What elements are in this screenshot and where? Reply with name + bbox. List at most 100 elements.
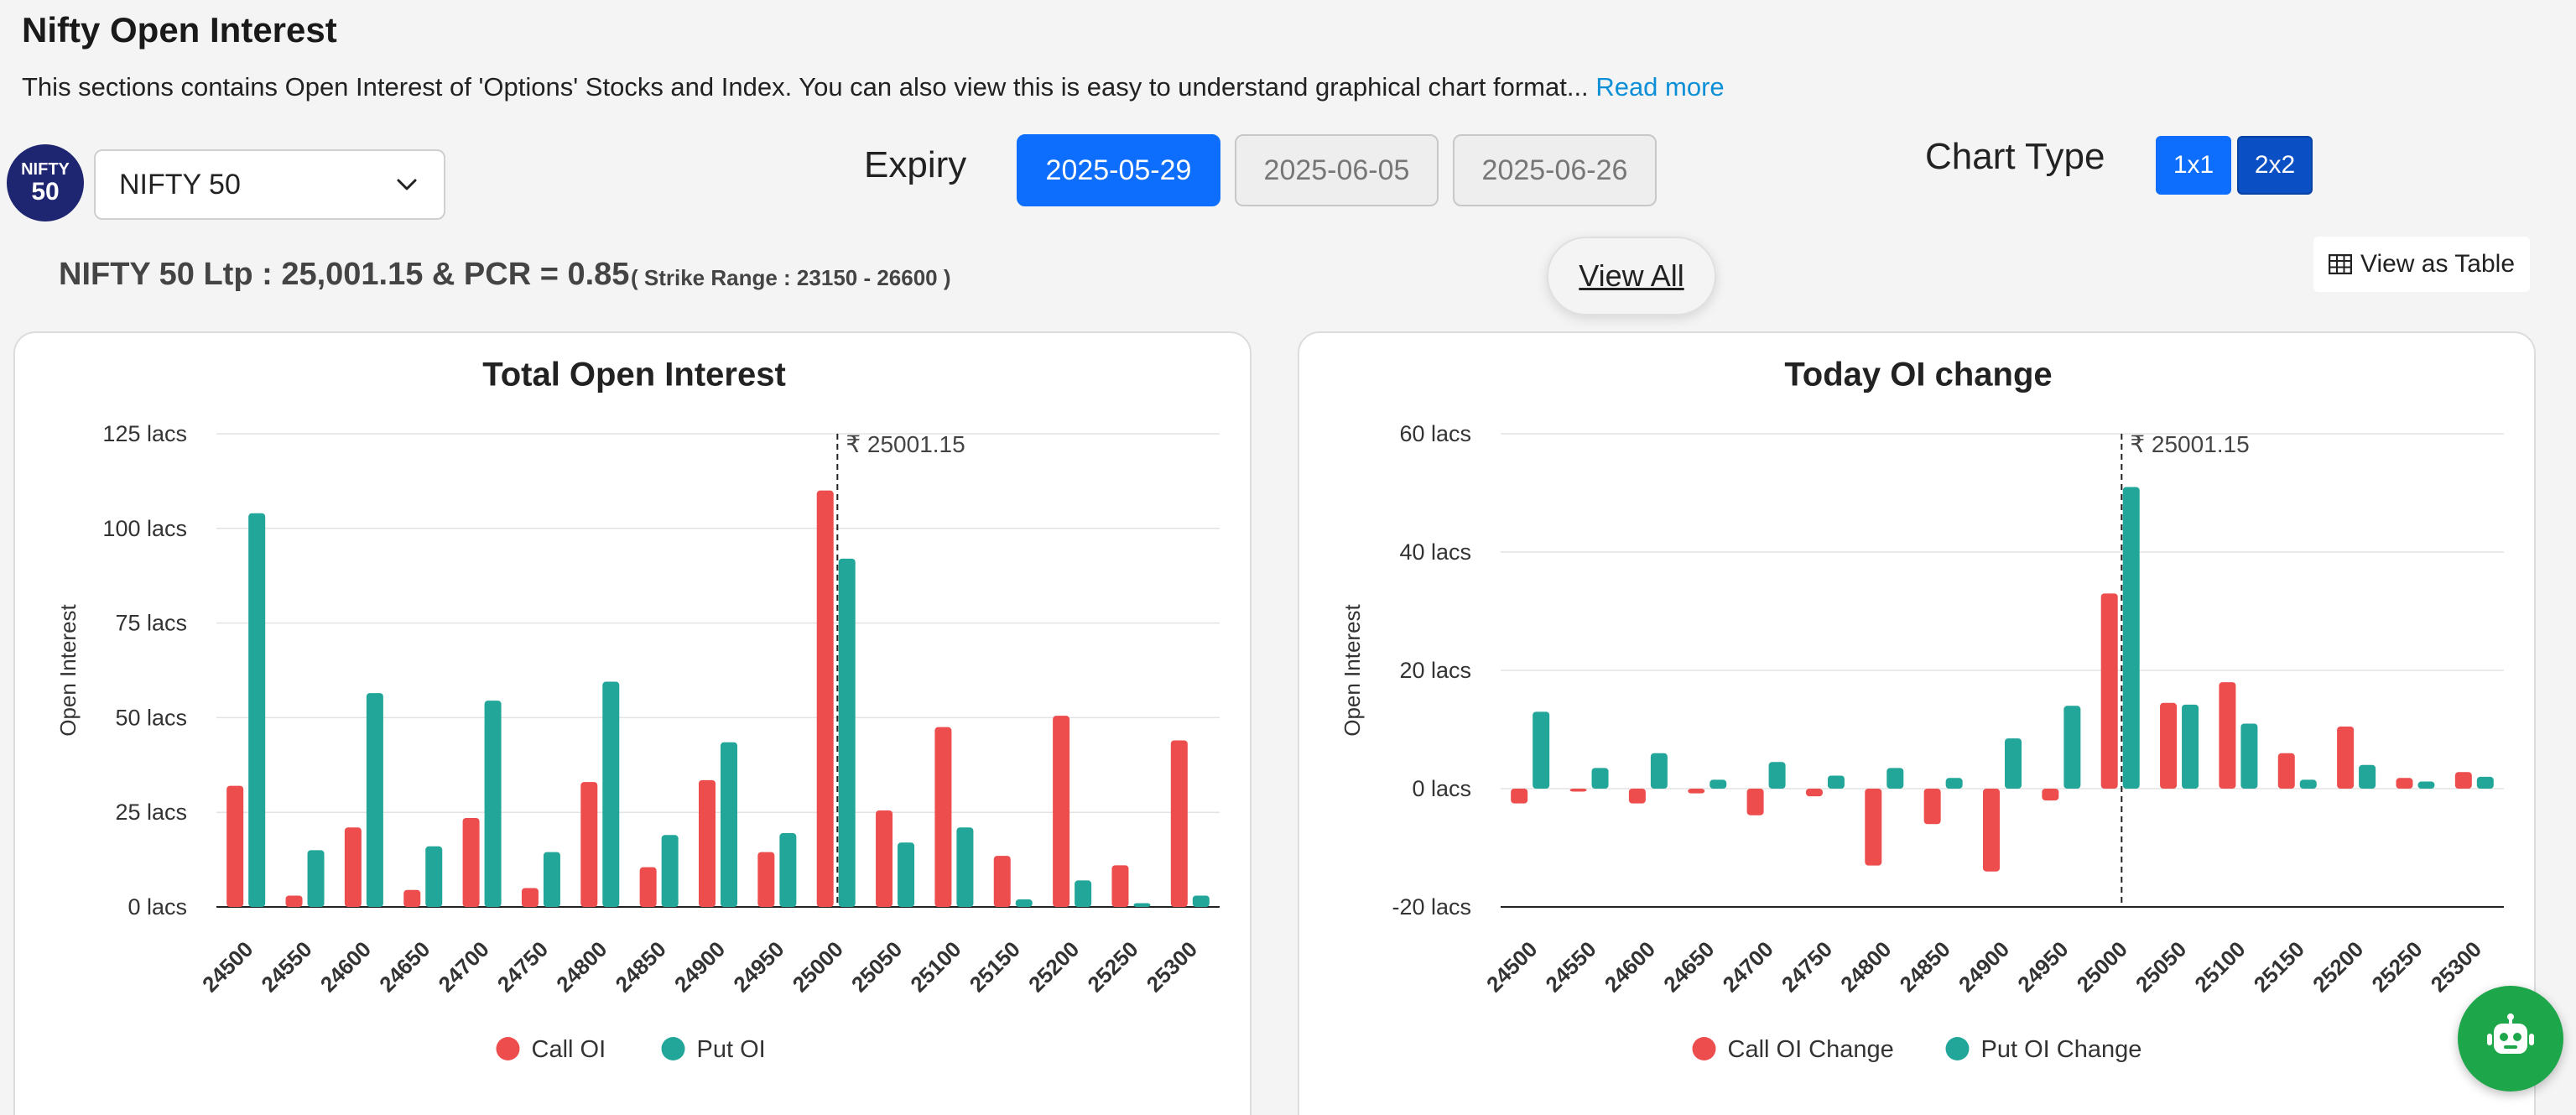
expiry-button-1[interactable]: 2025-05-29: [1017, 134, 1220, 206]
chevron-down-icon: [397, 179, 417, 190]
expiry-button-2[interactable]: 2025-06-05: [1235, 134, 1439, 206]
bar-call: [403, 889, 421, 907]
y-tick-label: 100 lacs: [102, 516, 187, 541]
bar-call: [1053, 716, 1070, 907]
bar-call: [876, 810, 893, 907]
bar-put: [2417, 781, 2435, 789]
bar-put: [1533, 711, 1550, 789]
x-tick-label: 25000: [2072, 936, 2132, 997]
bar-put: [484, 701, 502, 907]
x-tick-label: 24950: [2012, 936, 2073, 997]
bar-put: [2359, 764, 2376, 789]
expiry-label: Expiry: [864, 144, 967, 185]
bar-put: [838, 558, 856, 907]
x-tick-label: 25250: [1082, 936, 1142, 997]
x-tick-label: 24750: [492, 936, 553, 997]
oi-change-chart: Today OI change Open Interest -20 lacs 0 la…: [1340, 357, 2504, 1063]
bar-put: [1591, 768, 1609, 789]
bar-put: [1886, 768, 1904, 789]
bar-call: [1111, 865, 1129, 907]
symbol-select[interactable]: NIFTY 50: [94, 149, 445, 220]
x-tick-label: 25100: [2189, 936, 2250, 997]
x-tick-label: 24950: [728, 936, 788, 997]
total-oi-chart: Total Open Interest Open Interest 0 lacs 25…: [55, 357, 1220, 1063]
chart-type-label: Chart Type: [1925, 136, 2105, 177]
chatbot-button[interactable]: [2458, 986, 2563, 1092]
ltp-marker-label: ₹ 25001.15: [2130, 431, 2249, 457]
bar-call: [2100, 593, 2118, 789]
description-text: This sections contains Open Interest of …: [22, 72, 1589, 102]
legend-marker: [496, 1037, 520, 1060]
legend-label: Call OI Change: [1728, 1036, 1894, 1063]
bar-call: [2337, 726, 2355, 789]
bar-put: [2299, 779, 2317, 789]
bar-put: [721, 742, 737, 907]
bar-put: [661, 835, 679, 907]
bar-call: [2160, 702, 2178, 789]
y-tick-label: 0 lacs: [127, 894, 187, 920]
bar-put: [2476, 776, 2494, 789]
robot-icon: [2487, 1013, 2534, 1054]
ltp-pcr-summary: NIFTY 50 Ltp : 25,001.15 & PCR = 0.85: [59, 257, 630, 292]
y-tick-label: 0 lacs: [1412, 776, 1471, 801]
bar-call: [1628, 789, 1646, 804]
bar-call: [639, 867, 657, 907]
x-tick-label: 25300: [2426, 936, 2486, 997]
bar-call: [2396, 778, 2413, 789]
x-tick-label: 25250: [2366, 936, 2427, 997]
bar-put: [2005, 738, 2022, 789]
legend-label: Put OI: [697, 1036, 766, 1063]
x-tick-label: 24850: [611, 936, 671, 997]
legend-label: Call OI: [532, 1036, 606, 1063]
x-tick-label: 24600: [1600, 936, 1660, 997]
bar-call: [2219, 682, 2236, 789]
x-tick-label: 24650: [1658, 936, 1719, 997]
legend-marker: [1692, 1037, 1716, 1060]
bar-call: [816, 490, 834, 907]
expiry-button-3[interactable]: 2025-06-26: [1453, 134, 1657, 206]
bar-put: [1827, 775, 1845, 789]
ltp-marker-label: ₹ 25001.15: [846, 431, 965, 457]
bar-call: [226, 785, 244, 907]
bar-call: [1746, 789, 1764, 815]
bar-call: [934, 727, 952, 907]
x-tick-label: 25100: [905, 936, 965, 997]
total-oi-chart-card: Total Open Interest Open Interest 0 lacs 25…: [13, 331, 1252, 1115]
bar-put: [2240, 723, 2258, 789]
bar-call: [1983, 789, 2000, 872]
bar-put: [898, 842, 915, 907]
x-tick-label: 25050: [846, 936, 907, 997]
bar-call: [1511, 789, 1528, 804]
bar-put: [2122, 487, 2140, 789]
bar-put: [307, 850, 325, 907]
chart-title: Total Open Interest: [482, 357, 786, 393]
bar-put: [2182, 704, 2199, 789]
bar-call: [1805, 789, 1823, 797]
bar-put: [1075, 880, 1092, 907]
x-tick-label: 24500: [1481, 936, 1542, 997]
bar-call: [1170, 740, 1188, 907]
bar-call: [2454, 772, 2472, 789]
read-more-link[interactable]: Read more: [1595, 72, 1725, 102]
bar-put: [425, 846, 443, 907]
page-description: This sections contains Open Interest of …: [22, 72, 1725, 102]
nifty-50-logo: NIFTY 50: [7, 144, 84, 221]
bar-call: [1923, 789, 1941, 825]
legend-marker: [661, 1037, 685, 1060]
x-tick-label: 24650: [374, 936, 435, 997]
y-axis-label: Open Interest: [55, 603, 81, 736]
x-tick-label: 24550: [256, 936, 316, 997]
bar-put: [366, 693, 383, 907]
table-icon: [2328, 254, 2352, 274]
view-all-button[interactable]: View All: [1547, 237, 1716, 315]
view-as-table-button[interactable]: View as Table: [2313, 237, 2530, 292]
y-tick-label: 40 lacs: [1399, 539, 1471, 565]
x-tick-label: 24900: [1954, 936, 2014, 997]
chart-type-1x1-button[interactable]: 1x1: [2156, 136, 2231, 195]
chart-type-2x2-button[interactable]: 2x2: [2237, 136, 2313, 195]
bar-call: [993, 856, 1011, 907]
x-tick-label: 24900: [669, 936, 730, 997]
bar-call: [344, 827, 362, 907]
bar-put: [1015, 899, 1033, 907]
strike-range: ( Strike Range : 23150 - 26600 ): [631, 265, 951, 290]
